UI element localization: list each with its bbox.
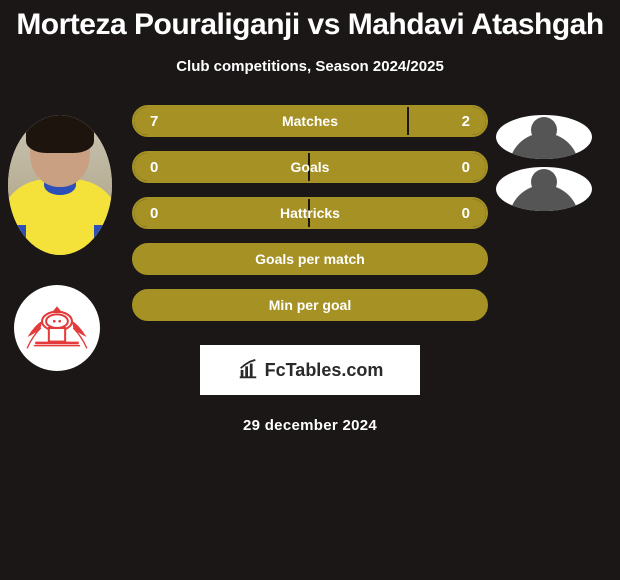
footer-date: 29 december 2024 bbox=[0, 417, 620, 434]
bar-right-value: 2 bbox=[409, 107, 486, 135]
bar-label: Min per goal bbox=[269, 297, 351, 313]
comparison-content: 7 2 Matches 0 0 Goals 0 0 Hattricks Goal… bbox=[0, 105, 620, 321]
bar-left-value: 0 bbox=[134, 199, 310, 227]
right-player-column bbox=[496, 115, 602, 219]
comparison-bars: 7 2 Matches 0 0 Goals 0 0 Hattricks Goal… bbox=[132, 105, 488, 321]
player-right-avatar-2 bbox=[496, 167, 592, 211]
bar-right-value: 0 bbox=[310, 153, 486, 181]
bar-row-matches: 7 2 Matches bbox=[132, 105, 488, 137]
brand-text: FcTables.com bbox=[265, 360, 384, 381]
chart-icon bbox=[237, 359, 259, 381]
player-left-avatar bbox=[8, 115, 112, 255]
bar-row-goals: 0 0 Goals bbox=[132, 151, 488, 183]
subtitle: Club competitions, Season 2024/2025 bbox=[0, 58, 620, 75]
player-right-avatar-1 bbox=[496, 115, 592, 159]
bar-row-hattricks: 0 0 Hattricks bbox=[132, 197, 488, 229]
page-title: Morteza Pouraliganji vs Mahdavi Atashgah bbox=[0, 0, 620, 42]
bar-row-min-per-goal: Min per goal bbox=[132, 289, 488, 321]
left-player-column bbox=[8, 115, 118, 371]
bar-left-value: 7 bbox=[134, 107, 409, 135]
bar-label: Goals per match bbox=[255, 251, 365, 267]
club-badge-icon bbox=[14, 285, 100, 371]
bar-row-goals-per-match: Goals per match bbox=[132, 243, 488, 275]
bar-left-value: 0 bbox=[134, 153, 310, 181]
bar-right-value: 0 bbox=[310, 199, 486, 227]
brand-badge: FcTables.com bbox=[200, 345, 420, 395]
